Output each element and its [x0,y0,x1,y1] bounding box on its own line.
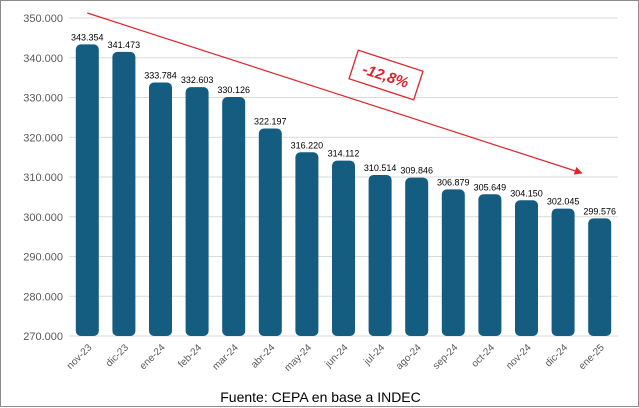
y-tick-label: 340.000 [23,53,63,65]
x-tick-label: may-24 [283,342,315,374]
bar [405,177,429,336]
x-tick-label: nov-24 [504,342,534,372]
annotation-border [348,49,424,101]
bar [258,128,282,336]
bar [295,152,319,336]
y-tick-label: 350.000 [23,13,63,25]
data-label: 305.649 [474,182,507,192]
data-label: 304.150 [510,188,543,198]
bar [551,208,575,336]
bar [75,44,99,337]
x-tick-label: ene-25 [577,342,607,372]
bar [332,160,355,336]
data-label: 314.112 [328,149,360,159]
source-note: Fuente: CEPA en base a INDEC [220,389,421,405]
y-tick-label: 280.000 [23,291,63,303]
data-label: 322.197 [254,117,287,127]
data-label: 341.473 [108,40,141,50]
data-label: 343.354 [71,32,104,42]
bar [149,82,172,336]
y-tick-label: 270.000 [23,331,63,343]
data-label: 333.784 [144,70,177,80]
bar [441,189,465,336]
bar [515,200,538,336]
y-tick-label: 290.000 [23,252,63,264]
data-label: 332.603 [181,75,214,85]
y-tick-label: 300.000 [23,212,63,224]
x-tick-label: dic-24 [543,342,570,369]
bar [112,51,136,336]
data-label: 330.126 [217,85,250,95]
x-tick-label: mar-24 [211,342,241,372]
data-label: 302.045 [547,197,580,207]
x-tick-label: ene-24 [138,342,168,372]
bar [368,174,392,336]
y-tick-label: 330.000 [23,93,63,105]
x-tick-label: jun-24 [322,342,350,370]
x-tick-label: nov-23 [65,342,95,372]
y-tick-label: 310.000 [23,172,63,184]
x-tick-label: abr-24 [249,342,278,371]
trend-arrow [87,12,583,175]
bar [185,87,209,336]
x-tick-label: oct-24 [470,342,498,370]
bar [588,218,612,336]
bar [222,96,246,337]
data-label: 299.576 [583,206,616,216]
data-label: 310.514 [364,163,397,173]
bar [478,194,502,336]
x-tick-label: feb-24 [176,342,204,370]
x-tick-label: sep-24 [431,342,461,372]
x-tick-label: jul-24 [361,342,387,368]
y-tick-label: 320.000 [23,132,63,144]
data-label: 316.220 [291,140,324,150]
data-label: 309.846 [400,166,433,176]
x-tick-label: dic-23 [104,342,131,369]
data-label: 306.879 [437,177,470,187]
x-tick-label: ago-24 [394,342,424,372]
